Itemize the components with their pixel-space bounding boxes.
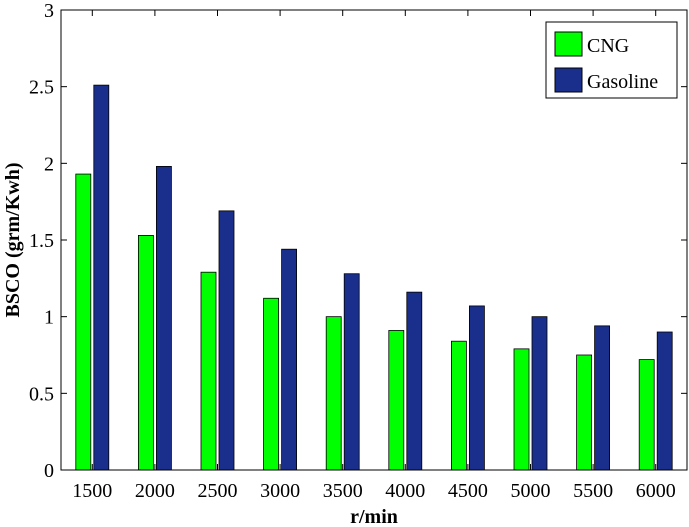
bar-gasoline-4000 (406, 291, 423, 471)
x-axis-title: r/min (350, 506, 398, 527)
bar-cng-4000 (388, 330, 405, 471)
bar-gasoline-1500 (93, 84, 110, 471)
bar-gasoline-5000 (531, 316, 548, 471)
bar-cng-3000 (263, 297, 280, 471)
bar-gasoline-3000 (281, 248, 298, 471)
legend: CNG Gasoline (545, 21, 678, 99)
bar-gasoline-4500 (468, 305, 485, 471)
y-tick-label: 2 (44, 153, 54, 175)
legend-swatch-cng (554, 31, 583, 57)
bar-gasoline-2500 (218, 210, 235, 471)
x-tick-label: 1500 (72, 480, 112, 502)
bar-cng-2000 (137, 234, 154, 471)
x-tick-label: 2000 (135, 480, 175, 502)
bar-cng-2500 (200, 271, 217, 471)
x-axis: 1500 2000 2500 3000 3500 4000 4500 5000 5500 6000 (72, 10, 676, 502)
bar-gasoline-3500 (343, 273, 360, 471)
bar-cng-4500 (450, 340, 467, 471)
x-tick-label: 5000 (511, 480, 551, 502)
y-tick-label: 0.5 (29, 383, 54, 405)
legend-label-cng: CNG (587, 35, 629, 57)
legend-label-gasoline: Gasoline (587, 71, 658, 93)
y-tick-label: 2.5 (29, 77, 54, 99)
x-tick-label: 4000 (385, 480, 425, 502)
legend-swatch-gasoline (554, 67, 583, 93)
x-tick-label: 6000 (636, 480, 676, 502)
y-tick-label: 3 (44, 0, 54, 22)
y-axis-title: BSCO (grm/Kwh) (2, 163, 24, 318)
bar-gasoline-6000 (656, 331, 673, 471)
bar-gasoline-2000 (155, 165, 172, 471)
y-tick-label: 0 (44, 460, 54, 482)
x-tick-label: 2500 (198, 480, 238, 502)
bar-cng-1500 (75, 173, 92, 471)
y-tick-label: 1 (44, 307, 54, 329)
bar-cng-5500 (576, 354, 592, 471)
x-tick-label: 3000 (260, 480, 300, 502)
bar-cng-3500 (325, 316, 342, 471)
bar-cng-6000 (638, 359, 655, 471)
x-tick-label: 3500 (323, 480, 363, 502)
x-tick-label: 4500 (448, 480, 488, 502)
bar-cng-5000 (513, 348, 530, 471)
bar-gasoline-5500 (594, 325, 610, 471)
y-tick-label: 1.5 (29, 230, 54, 252)
bars-group (75, 84, 673, 471)
y-axis: 0 0.5 1 1.5 2 2.5 3 (29, 0, 687, 482)
x-tick-label: 5500 (573, 480, 613, 502)
